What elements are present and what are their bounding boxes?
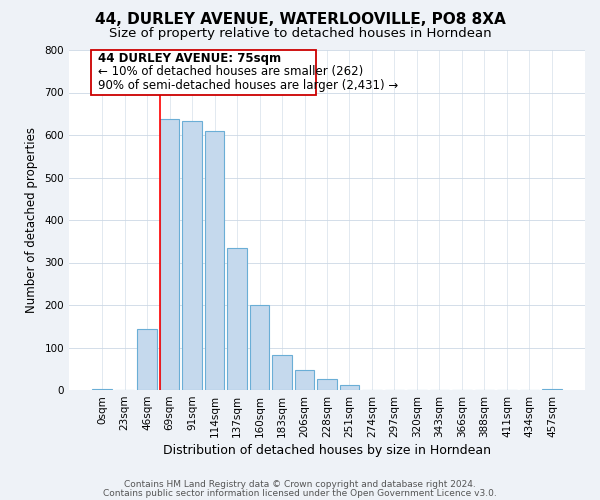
Bar	[317, 379, 337, 390]
X-axis label: Distribution of detached houses by size in Horndean: Distribution of detached houses by size …	[163, 444, 491, 457]
Text: 44, DURLEY AVENUE, WATERLOOVILLE, PO8 8XA: 44, DURLEY AVENUE, WATERLOOVILLE, PO8 8X…	[95, 12, 505, 28]
FancyBboxPatch shape	[91, 50, 316, 94]
Bar	[92, 389, 112, 390]
Bar	[250, 305, 269, 390]
Bar	[182, 122, 202, 390]
Bar	[340, 385, 359, 390]
Y-axis label: Number of detached properties: Number of detached properties	[25, 127, 38, 313]
Bar	[227, 248, 247, 390]
Text: Contains public sector information licensed under the Open Government Licence v3: Contains public sector information licen…	[103, 488, 497, 498]
Text: ← 10% of detached houses are smaller (262): ← 10% of detached houses are smaller (26…	[98, 66, 363, 78]
Bar	[295, 370, 314, 390]
Bar	[205, 131, 224, 390]
Text: Size of property relative to detached houses in Horndean: Size of property relative to detached ho…	[109, 28, 491, 40]
Bar	[272, 354, 292, 390]
Bar	[137, 329, 157, 390]
Bar	[160, 120, 179, 390]
Bar	[542, 389, 562, 390]
Text: 90% of semi-detached houses are larger (2,431) →: 90% of semi-detached houses are larger (…	[98, 79, 398, 92]
Text: Contains HM Land Registry data © Crown copyright and database right 2024.: Contains HM Land Registry data © Crown c…	[124, 480, 476, 489]
Text: 44 DURLEY AVENUE: 75sqm: 44 DURLEY AVENUE: 75sqm	[98, 52, 281, 64]
